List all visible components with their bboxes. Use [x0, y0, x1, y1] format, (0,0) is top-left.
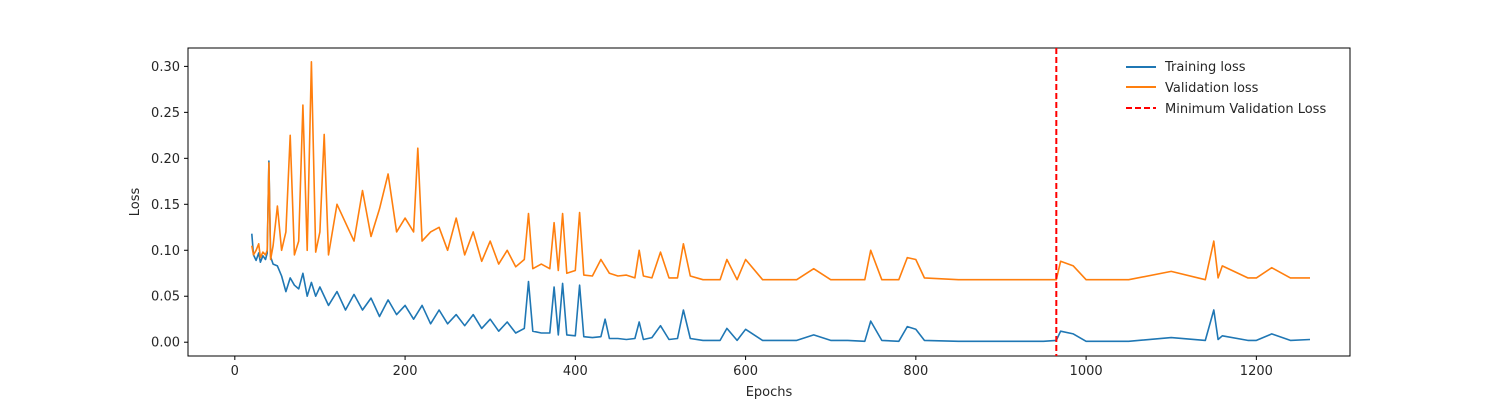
x-tick-label: 1000	[1070, 364, 1103, 379]
x-tick-label: 200	[393, 364, 418, 379]
y-tick-label: 0.00	[151, 336, 180, 351]
x-axis-label: Epochs	[746, 385, 793, 400]
legend: Training loss Validation loss Minimum Va…	[1126, 60, 1326, 117]
legend-label-validation: Validation loss	[1165, 81, 1259, 96]
x-tick-label: 0	[231, 364, 239, 379]
x-tick-label: 400	[563, 364, 588, 379]
legend-label-training: Training loss	[1164, 60, 1246, 75]
y-tick-label: 0.15	[151, 198, 180, 213]
y-tick-label: 0.30	[151, 60, 180, 75]
y-axis-label: Loss	[128, 188, 143, 217]
y-tick-label: 0.25	[151, 106, 180, 121]
x-tick-label: 800	[903, 364, 928, 379]
x-tick-label: 1200	[1240, 364, 1273, 379]
series-line-validation-loss	[251, 61, 1310, 281]
x-tick-label: 600	[733, 364, 758, 379]
y-tick-label: 0.20	[151, 152, 180, 167]
series-line-training-loss	[251, 160, 1311, 343]
legend-label-min-val: Minimum Validation Loss	[1165, 102, 1326, 117]
y-tick-label: 0.05	[151, 290, 180, 305]
y-tick-label: 0.10	[151, 244, 180, 259]
